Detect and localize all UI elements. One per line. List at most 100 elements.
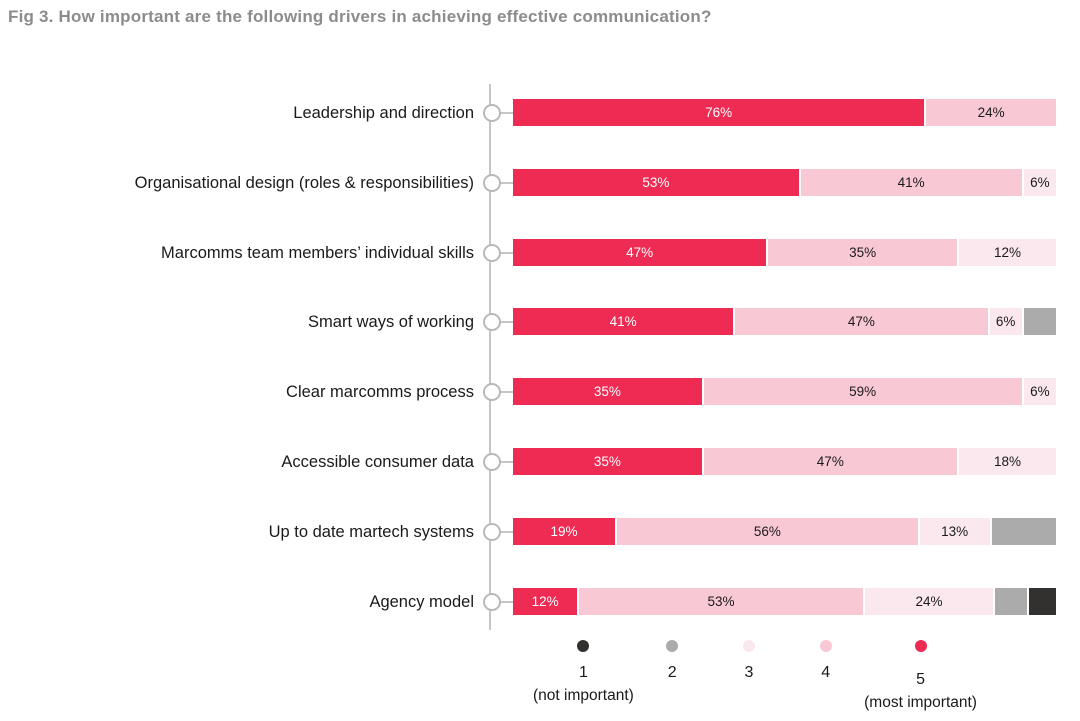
legend-dot-3-icon [742,640,755,652]
category-label: Marcomms team members’ individual skills [161,244,474,262]
axis-node-circle [483,523,501,541]
legend-sublabel: (not important) [533,687,634,704]
bar-segment-scale-4: 56% [617,518,918,545]
bar-segment-scale-5: 19% [513,518,616,545]
segment-value-label: 6% [995,314,1016,329]
stacked-bar: 35% 47% 18% [513,448,1056,475]
bar-segment-scale-1 [1029,588,1056,615]
node-connector-line [492,321,513,323]
bar-segment-scale-4: 47% [735,308,988,335]
segment-value-label: 53% [642,175,670,190]
stacked-bar: 19% 56% 13% [513,518,1056,545]
node-connector-line [492,461,513,463]
stacked-bar: 41% 47% 6% [513,308,1056,335]
segment-value-label: 35% [593,384,621,399]
node-connector-line [492,112,513,114]
node-connector-line [492,531,513,533]
segment-value-label: 47% [816,454,844,469]
bar-segment-scale-4: 41% [800,169,1022,196]
legend-item-1: 1 (not important) [533,640,634,712]
bar-segment-scale-4: 47% [703,448,957,475]
legend-number: 1 [578,664,588,681]
segment-value-label: 41% [609,314,637,329]
category-label: Agency model [369,593,474,611]
bar-segment-scale-5: 41% [513,308,734,335]
bar-row: Agency model 12% 53% 24% [0,588,1080,616]
legend-number: 5 [916,671,926,688]
segment-value-label: 13% [941,524,969,539]
stacked-bar: 47% 35% 12% [513,239,1056,266]
segment-value-label: 18% [993,454,1021,469]
bar-row: Leadership and direction 76% 24% [0,99,1080,127]
legend-dot-5-icon [914,640,927,652]
stacked-bar: 35% 59% 6% [513,378,1057,405]
legend-item-5: 5 (most important) [864,640,977,712]
stacked-bar: 12% 53% 24% [513,588,1056,615]
category-label: Up to date martech systems [268,523,474,541]
bar-row: Up to date martech systems 19% 56% 13% [0,518,1080,546]
category-label: Leadership and direction [293,104,474,122]
legend-item-3: 3 [711,640,788,712]
category-label: Smart ways of working [308,313,474,331]
bar-segment-scale-3: 6% [1023,378,1057,405]
node-connector-line [492,391,513,393]
segment-value-label: 12% [993,245,1021,260]
bar-row: Organisational design (roles & responsib… [0,169,1080,197]
segment-value-label: 6% [1030,175,1050,190]
bar-segment-scale-5: 47% [513,239,767,266]
segment-value-label: 35% [593,454,621,469]
stacked-bar: 76% 24% [513,99,1056,126]
bar-segment-scale-2 [1023,308,1056,335]
node-connector-line [492,252,513,254]
axis-node-circle [483,174,501,192]
node-connector-line [492,601,513,603]
bar-segment-scale-5: 35% [513,378,702,405]
axis-node-circle [483,383,501,401]
bar-segment-scale-4: 53% [579,588,863,615]
segment-value-label: 12% [531,594,559,609]
legend-dot-1-icon [577,640,590,652]
bar-segment-scale-5: 35% [513,448,702,475]
segment-value-label: 41% [897,175,925,190]
bar-row: Accessible consumer data 35% 47% 18% [0,448,1080,476]
segment-value-label: 59% [849,384,877,399]
node-connector-line [492,182,513,184]
axis-node-circle [483,104,501,122]
bar-segment-scale-5: 53% [513,169,799,196]
figure-title: Fig 3. How important are the following d… [8,7,712,26]
bar-segment-scale-5: 76% [513,99,925,126]
bar-row: Marcomms team members’ individual skills… [0,239,1080,267]
bar-segment-scale-3: 24% [864,588,994,615]
segment-value-label: 76% [705,105,733,120]
bar-segment-scale-3: 12% [958,239,1056,266]
bar-segment-scale-3: 18% [958,448,1056,475]
legend-sublabel: (most important) [864,694,977,711]
legend: 1 (not important) 2 3 4 5 (most important) [533,640,977,712]
bar-segment-scale-3: 6% [1023,169,1056,196]
legend-item-4: 4 [787,640,864,712]
bar-segment-scale-2 [995,588,1028,615]
bar-segment-scale-3: 6% [989,308,1022,335]
axis-node-circle [483,313,501,331]
bar-segment-scale-4: 24% [926,99,1056,126]
stacked-bar: 53% 41% 6% [513,169,1056,196]
bar-row: Smart ways of working 41% 47% 6% [0,308,1080,336]
segment-value-label: 6% [1030,384,1050,399]
legend-number: 3 [744,664,754,681]
segment-value-label: 47% [847,314,875,329]
bar-segment-scale-5: 12% [513,588,578,615]
segment-value-label: 56% [753,524,781,539]
category-label: Accessible consumer data [281,453,474,471]
bar-segment-scale-3: 13% [919,518,990,545]
axis-node-circle [483,244,501,262]
segment-value-label: 24% [915,594,943,609]
category-label: Clear marcomms process [286,383,474,401]
segment-value-label: 19% [550,524,578,539]
legend-item-2: 2 [634,640,711,712]
segment-value-label: 53% [707,594,735,609]
segment-value-label: 24% [977,105,1005,120]
legend-dot-2-icon [666,640,679,652]
legend-dot-4-icon [819,640,832,652]
segment-value-label: 35% [849,245,877,260]
